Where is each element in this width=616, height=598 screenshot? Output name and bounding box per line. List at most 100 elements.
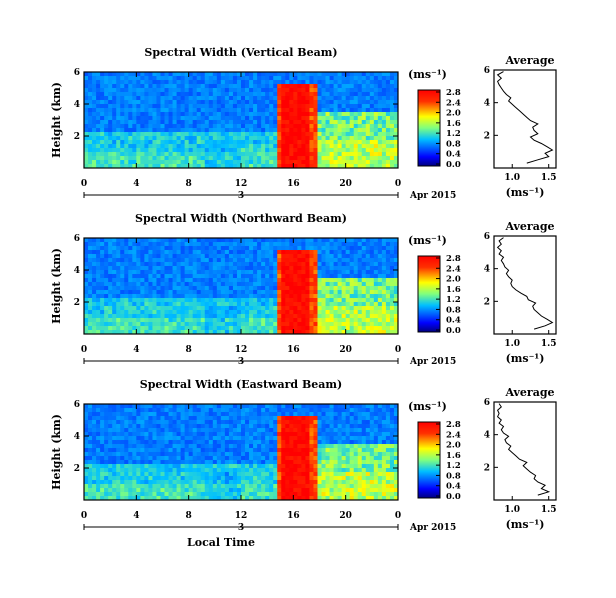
heatmap-cell — [365, 254, 371, 259]
heatmap-cell — [144, 286, 149, 291]
heatmap-cell — [232, 152, 238, 157]
heatmap-cell — [172, 152, 177, 157]
heatmap-cell — [192, 270, 198, 275]
heatmap-cell — [108, 310, 113, 315]
heatmap-cell — [269, 140, 274, 145]
heatmap-cell — [232, 436, 238, 441]
heatmap-cell — [164, 76, 169, 81]
heatmap-cell — [249, 424, 254, 429]
heatmap-cell — [313, 96, 318, 101]
heatmap-cell — [220, 282, 226, 287]
heatmap-cell — [180, 436, 186, 441]
heatmap-cell — [365, 298, 371, 303]
heatmap-cell — [212, 448, 218, 453]
heatmap-cell — [317, 116, 322, 121]
heatmap-cell — [305, 326, 310, 331]
heatmap-cell — [353, 104, 359, 109]
heatmap-cell — [212, 160, 218, 165]
heatmap-cell — [349, 246, 355, 251]
heatmap-cell — [128, 322, 133, 327]
heatmap-cell — [281, 302, 286, 307]
heatmap-cell — [289, 282, 294, 287]
heatmap-cell — [228, 424, 234, 429]
heatmap-cell — [337, 76, 343, 81]
heatmap-cell — [245, 302, 250, 307]
heatmap-cell — [188, 314, 194, 319]
heatmap-cell — [180, 278, 186, 283]
heatmap-cell — [325, 116, 330, 121]
heatmap-cell — [236, 270, 242, 275]
heatmap-cell — [168, 298, 173, 303]
heatmap-cell — [96, 238, 101, 243]
heatmap-cell — [136, 164, 141, 169]
heatmap-cell — [265, 262, 270, 267]
heatmap-cell — [140, 298, 145, 303]
heatmap-cell — [228, 100, 234, 105]
heatmap-cell — [208, 416, 214, 421]
heatmap-cell — [289, 116, 294, 121]
heatmap-cell — [180, 128, 186, 133]
heatmap-cell — [241, 132, 246, 137]
heatmap-cell — [104, 460, 109, 465]
heatmap-cell — [152, 492, 157, 497]
heatmap-cell — [337, 128, 343, 133]
heatmap-cell — [160, 140, 165, 145]
heatmap-cell — [257, 484, 262, 489]
heatmap-cell — [204, 290, 210, 295]
heatmap-cell — [309, 330, 314, 335]
heatmap-cell — [148, 436, 153, 441]
heatmap-cell — [373, 136, 379, 141]
heatmap-cell — [261, 266, 266, 271]
heatmap-cell — [152, 124, 157, 129]
heatmap-cell — [265, 298, 270, 303]
heatmap-cell — [128, 444, 133, 449]
heatmap-cell — [108, 464, 113, 469]
heatmap-cell — [164, 112, 169, 117]
heatmap-cell — [317, 92, 322, 97]
heatmap-cell — [116, 444, 121, 449]
heatmap-cell — [88, 246, 93, 251]
heatmap-cell — [245, 472, 250, 477]
heatmap-cell — [357, 254, 363, 259]
heatmap-cell — [116, 262, 121, 267]
heatmap-cell — [204, 452, 210, 457]
heatmap-cell — [325, 306, 330, 311]
heatmap-cell — [381, 116, 387, 121]
heatmap-cell — [152, 120, 157, 125]
heatmap-cell — [144, 112, 149, 117]
heatmap-cell — [152, 460, 157, 465]
heatmap-cell — [148, 326, 153, 331]
heatmap-cell — [136, 160, 141, 165]
heatmap-cell — [188, 140, 194, 145]
heatmap-cell — [228, 238, 234, 243]
heatmap-cell — [236, 238, 242, 243]
heatmap-cell — [184, 298, 190, 303]
heatmap-cell — [277, 270, 282, 275]
heatmap-cell — [208, 468, 214, 473]
heatmap-cell — [313, 100, 318, 105]
heatmap-cell — [84, 242, 89, 247]
heatmap-cell — [265, 472, 270, 477]
heatmap-cell — [160, 440, 165, 445]
heatmap-cell — [232, 132, 238, 137]
heatmap-cell — [341, 262, 347, 267]
heatmap-cell — [180, 424, 186, 429]
heatmap-cell — [184, 322, 190, 327]
heatmap-cell — [128, 108, 133, 113]
heatmap-cell — [301, 250, 306, 255]
heatmap-cell — [204, 314, 210, 319]
heatmap-cell — [92, 460, 97, 465]
heatmap-cell — [120, 310, 125, 315]
heatmap-cell — [236, 290, 242, 295]
heatmap-cell — [108, 164, 113, 169]
heatmap-cell — [168, 144, 173, 149]
heatmap-cell — [136, 476, 141, 481]
heatmap-cell — [265, 144, 270, 149]
heatmap-cell — [261, 262, 266, 267]
heatmap-cell — [188, 310, 194, 315]
heatmap-cell — [156, 472, 161, 477]
heatmap-cell — [373, 108, 379, 113]
heatmap-cell — [232, 496, 238, 501]
heatmap-cell — [152, 468, 157, 473]
heatmap-cell — [96, 416, 101, 421]
